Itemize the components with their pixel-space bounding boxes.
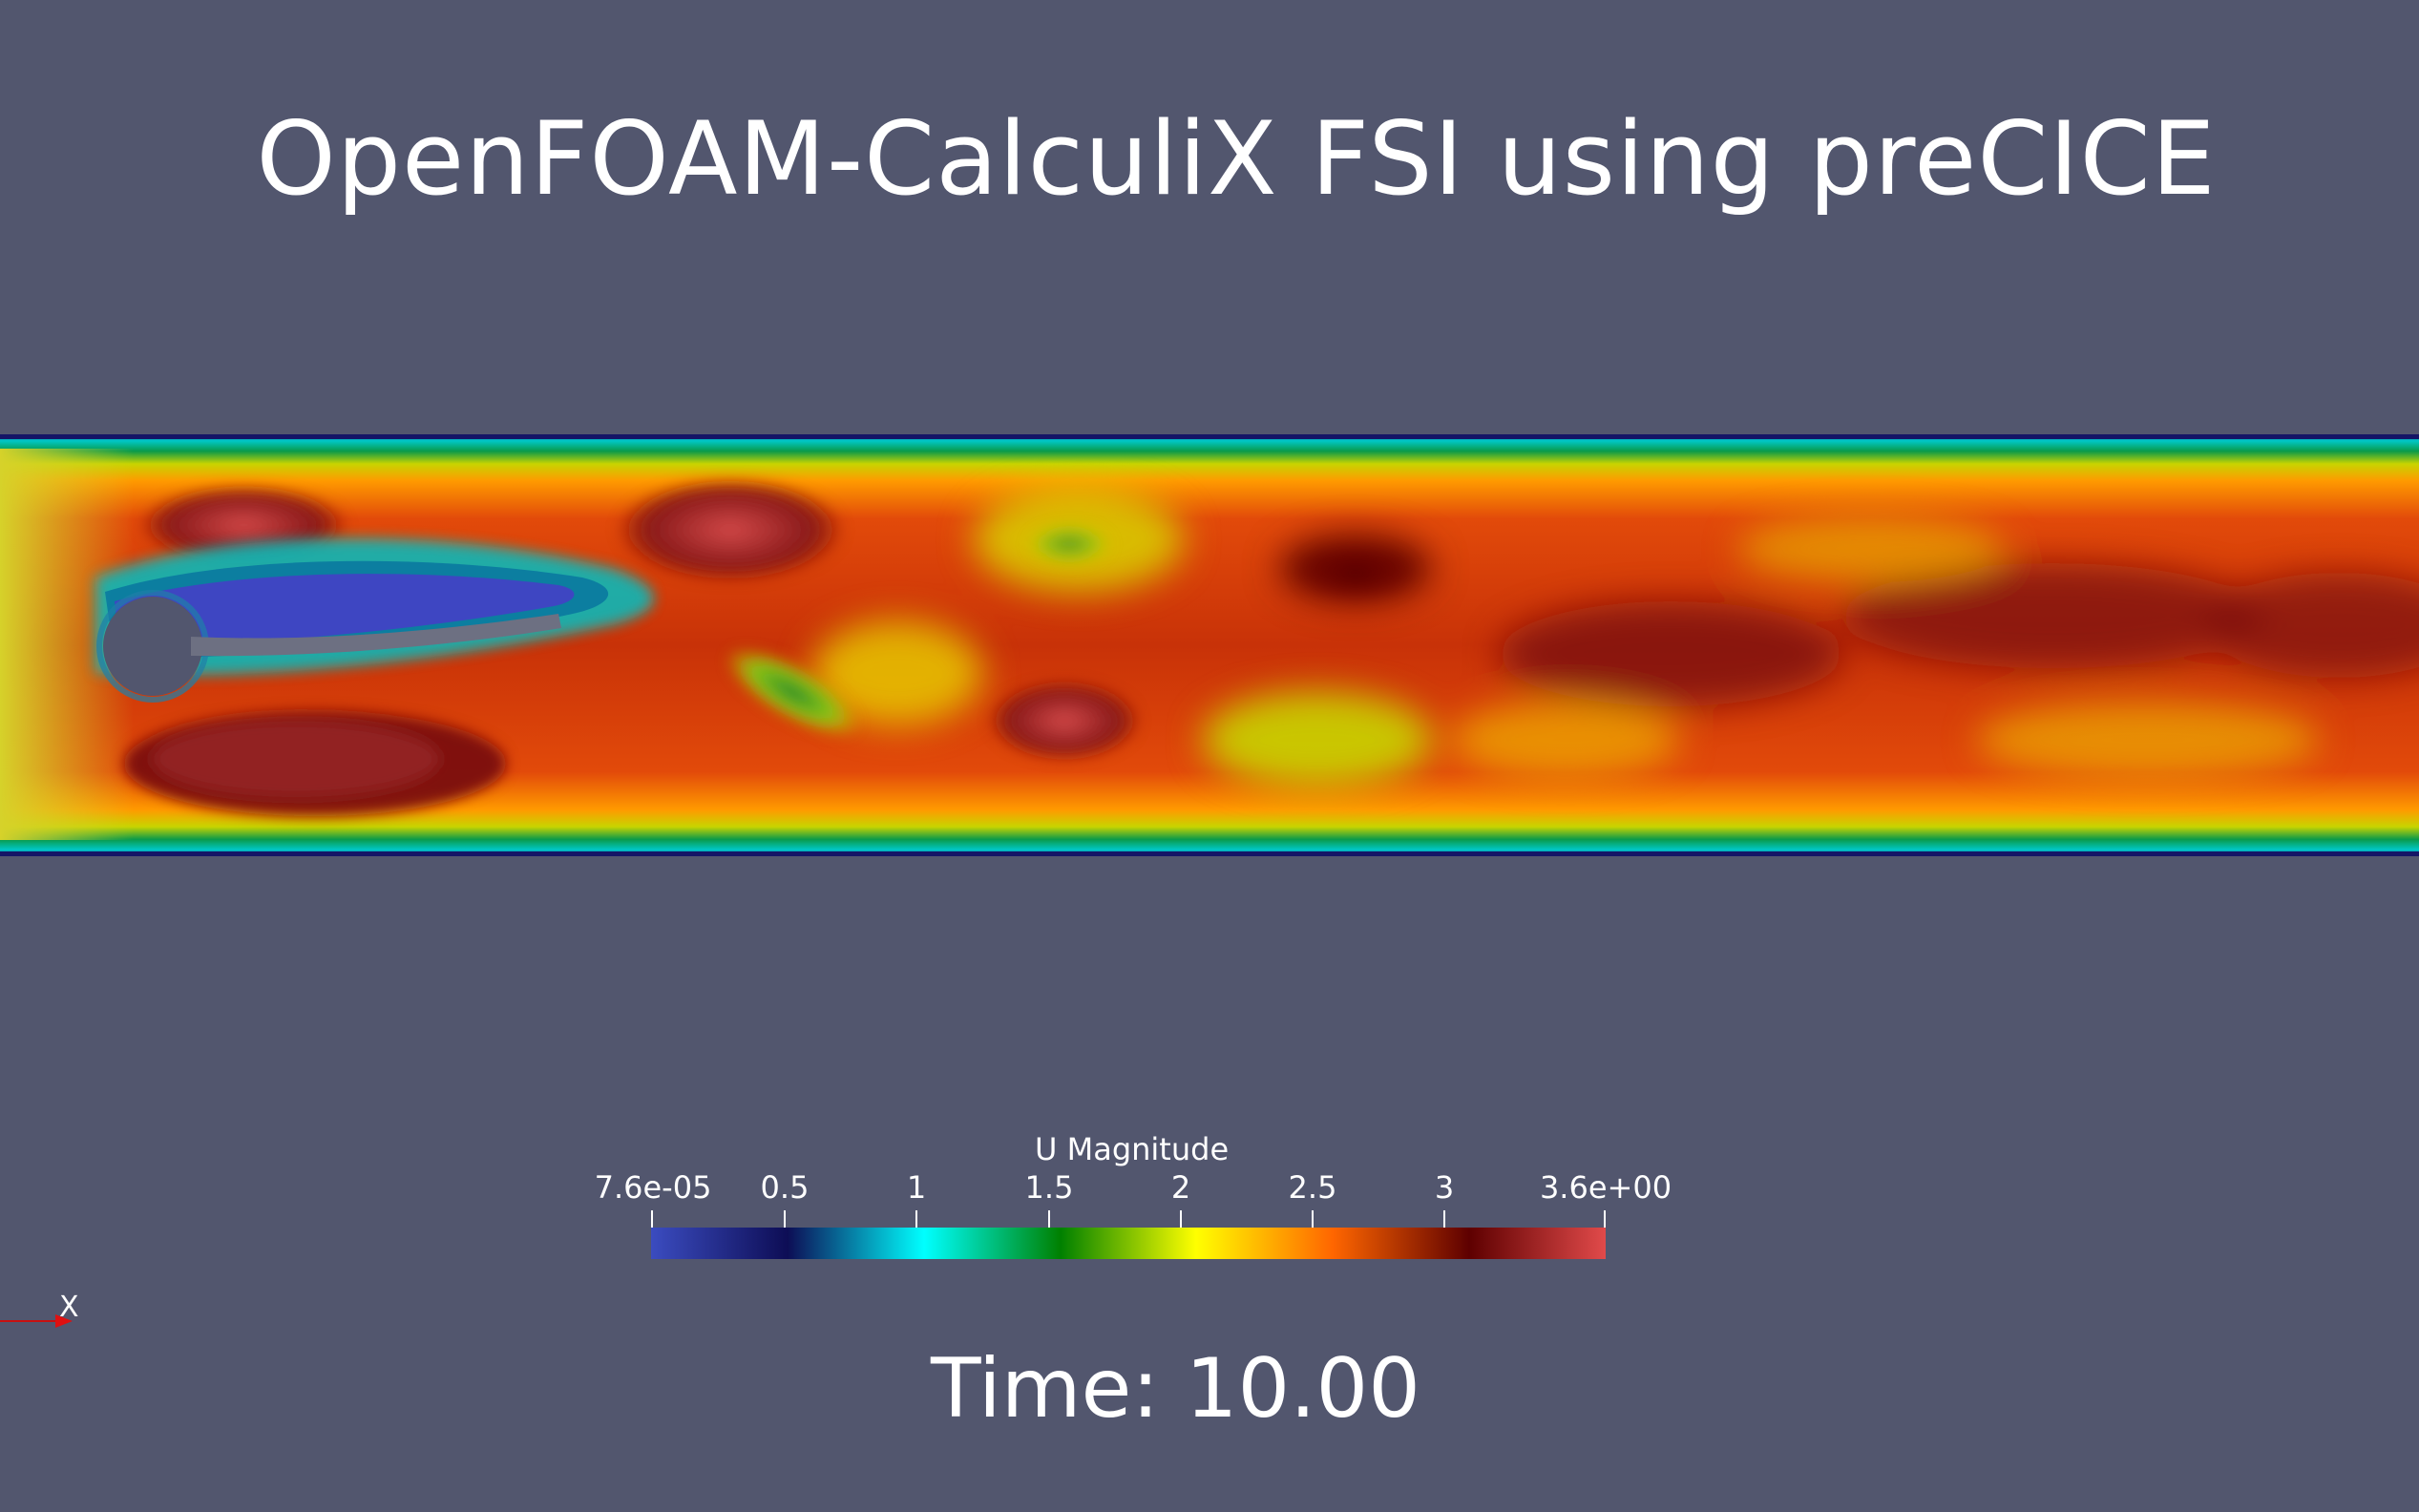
colorbar-tick-label: 2: [1170, 1169, 1191, 1206]
time-label: Time: 10.00: [931, 1341, 1420, 1437]
axis-x-label: X: [59, 1291, 79, 1324]
orientation-axes: X: [0, 1291, 79, 1328]
colorbar-tick-label: 3: [1434, 1169, 1455, 1206]
colorbar-title: U Magnitude: [1035, 1131, 1230, 1167]
flow-field-visualization: [0, 434, 2419, 856]
colorbar-tick-label: 1: [906, 1169, 927, 1206]
colorbar: [651, 1228, 1606, 1259]
colorbar-max-label: 3.6e+00: [1539, 1169, 1672, 1206]
colorbar-tick-label: 1.5: [1024, 1169, 1074, 1206]
colorbar-tick-label: 0.5: [760, 1169, 810, 1206]
colorbar-min-label: 7.6e-05: [594, 1169, 712, 1206]
colorbar-tick-label: 2.5: [1288, 1169, 1337, 1206]
page-title: OpenFOAM-CalculiX FSI using preCICE: [256, 100, 2217, 218]
